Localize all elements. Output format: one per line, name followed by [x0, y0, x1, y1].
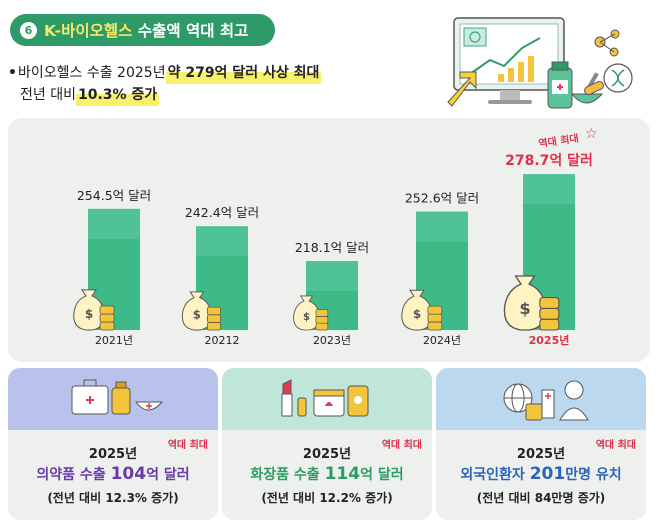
lipstick-icon: [281, 379, 293, 417]
arrow-cursor-icon: [447, 71, 477, 107]
molecule-icon: [594, 29, 620, 57]
bottle-icon: [111, 381, 131, 415]
record-high-badge: 역대 최대: [381, 440, 422, 451]
bar-top-shade-0: [88, 208, 140, 239]
data-label-0: 254.5억 달러: [77, 188, 151, 203]
data-label-1: 242.4억 달러: [185, 205, 259, 220]
cosmetics-icons: [281, 379, 369, 417]
summary-line-1-highlight: 약 279억 달러 사상 최대: [165, 62, 322, 84]
pill-icon: [584, 80, 604, 96]
bar-group-2: $218.1억 달러 2023년: [293, 240, 369, 347]
card-cosmetics-export: 역대 최대 2025년 화장품 수출 114억 달러 (전년 대비 12.2% …: [222, 368, 432, 520]
section-number-badge: 6: [20, 21, 37, 39]
export-bar-chart-panel: $254.5억 달러 2021년 $242.4억 달러 20212 $218.1억 달러…: [8, 118, 650, 362]
title-rest: 수출액 역대 최고: [132, 22, 249, 40]
category-label-3: 2024년: [423, 334, 461, 347]
money-bag-icon: $: [73, 289, 115, 331]
star-icon: ☆: [585, 126, 598, 142]
card-subtext: (전년 대비 12.3% 증가): [47, 491, 179, 505]
card-year: 2025년: [302, 447, 352, 462]
card-headline-pre: 의약품 수출: [36, 467, 111, 483]
card-headline-pre: 외국인환자: [460, 467, 530, 483]
category-label-4: 2025년: [529, 333, 570, 347]
bar-group-0: $254.5억 달러 2021년: [73, 188, 151, 347]
medicine-bottle-icon: [547, 61, 573, 109]
card-pharma-export: 역대 최대 2025년 의약품 수출 104억 달러 (전년 대비 12.3% …: [8, 368, 218, 520]
category-label-2: 2023년: [313, 334, 351, 347]
section-title-text: K-바이오헬스 수출액 역대 최고: [44, 19, 248, 41]
record-high-badge: 역대 최대: [538, 131, 580, 149]
data-label-3: 252.6억 달러: [405, 191, 479, 206]
hero-illustration: [447, 17, 633, 109]
record-high-badge: 역대 최대: [167, 440, 208, 451]
card-headline-post: 만명 유치: [565, 467, 622, 483]
pharma-icons: [71, 379, 164, 415]
section-title: 6 K-바이오헬스 수출액 역대 최고: [10, 14, 275, 46]
svg-text:$: $: [519, 299, 530, 318]
patients-icons: [503, 380, 589, 421]
summary-line-2: 전년 대비 10.3% 증가: [8, 84, 321, 106]
card-subtext: (전년 대비 12.2% 증가): [261, 491, 393, 505]
person-icon: [559, 380, 589, 421]
bar-group-1: $242.4억 달러 20212: [181, 205, 259, 347]
bar-top-shade-4: [523, 174, 575, 205]
suitcase-icon: [525, 403, 543, 421]
bullet-dot: •: [8, 65, 17, 81]
card-year: 2025년: [88, 447, 138, 462]
card-headline: 외국인환자 201만명 유치: [436, 464, 646, 484]
sunscreen-icon: [347, 385, 369, 417]
card-headline-post: 억 달러: [146, 467, 190, 483]
svg-text:$: $: [85, 307, 93, 321]
lotion-tube-icon: [297, 397, 307, 417]
card-headline-number: 104: [110, 464, 147, 484]
mortar-icon: [570, 72, 604, 104]
bar-top-shade-3: [416, 211, 468, 242]
summary-line-1-plain: 바이오헬스 수출 2025년: [18, 65, 166, 81]
svg-text:$: $: [413, 307, 421, 321]
card-headline: 의약품 수출 104억 달러: [8, 464, 218, 484]
summary-line-1: • 바이오헬스 수출 2025년 약 279억 달러 사상 최대: [8, 62, 322, 84]
card-headline: 화장품 수출 114억 달러: [222, 464, 432, 484]
dna-badge-icon: [603, 63, 633, 93]
bar-group-4: $278.7억 달러 2025년 역대 최대 ☆: [503, 126, 598, 347]
cream-jar-icon: [313, 389, 345, 417]
data-label-2: 218.1억 달러: [295, 240, 369, 255]
medical-kit-icon: [71, 379, 109, 415]
summary-bullet: • 바이오헬스 수출 2025년 약 279억 달러 사상 최대 전년 대비 1…: [8, 62, 322, 106]
title-highlight: K-바이오헬스: [44, 22, 133, 40]
money-bag-icon: $: [503, 275, 560, 331]
money-bag-icon: $: [401, 289, 443, 331]
summary-line-2-plain: 전년 대비: [20, 87, 76, 103]
card-year: 2025년: [516, 447, 566, 462]
money-bag-icon: $: [181, 291, 222, 331]
category-label-1: 20212: [205, 334, 240, 347]
card-headline-pre: 화장품 수출: [250, 467, 325, 483]
card-subtext: (전년 대비 84만명 증가): [476, 491, 606, 505]
bar-top-shade-1: [196, 226, 248, 257]
summary-line-2-highlight: 10.3% 증가: [75, 84, 160, 106]
record-high-badge: 역대 최대: [595, 440, 636, 451]
card-headline-number: 201: [529, 464, 566, 484]
globe-icon: [503, 383, 533, 413]
mortar-bowl-icon: [134, 401, 164, 411]
clinic-sign-icon: [541, 389, 555, 419]
card-headline-number: 114: [324, 464, 361, 484]
bar-group-3: $252.6억 달러 2024년: [401, 191, 479, 347]
card-patients-illustration: [436, 368, 646, 430]
monitor-icon: [453, 17, 565, 104]
category-label-0: 2021년: [95, 334, 133, 347]
bar-top-shade-2: [306, 261, 358, 292]
card-headline-post: 억 달러: [360, 467, 404, 483]
card-cosmetics-illustration: [222, 368, 432, 430]
card-pharma-illustration: [8, 368, 218, 430]
data-label-4: 278.7억 달러: [505, 153, 593, 169]
svg-text:$: $: [193, 308, 201, 322]
svg-text:$: $: [303, 312, 310, 323]
money-bag-icon: $: [293, 295, 329, 331]
card-foreign-patients: 역대 최대 2025년 외국인환자 201만명 유치 (전년 대비 84만명 증…: [436, 368, 646, 520]
